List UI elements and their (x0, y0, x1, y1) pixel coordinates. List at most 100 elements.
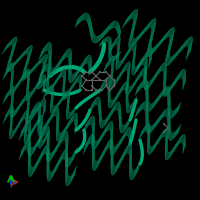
Polygon shape (66, 155, 68, 164)
Circle shape (95, 89, 97, 91)
Polygon shape (28, 145, 30, 154)
Polygon shape (126, 87, 129, 95)
Polygon shape (131, 171, 134, 180)
Polygon shape (37, 102, 40, 111)
Polygon shape (112, 166, 115, 175)
Polygon shape (125, 82, 127, 90)
Polygon shape (48, 116, 51, 124)
Polygon shape (34, 84, 37, 92)
Polygon shape (58, 133, 60, 141)
Polygon shape (168, 41, 172, 51)
Polygon shape (149, 48, 152, 57)
Polygon shape (41, 99, 44, 106)
Polygon shape (11, 66, 14, 73)
Polygon shape (12, 39, 17, 47)
Polygon shape (166, 47, 171, 57)
Polygon shape (147, 47, 151, 56)
Polygon shape (141, 129, 143, 137)
Polygon shape (165, 56, 170, 65)
Polygon shape (135, 110, 137, 118)
Polygon shape (180, 42, 185, 51)
Polygon shape (148, 131, 150, 139)
Polygon shape (69, 67, 71, 76)
Polygon shape (149, 104, 151, 111)
Polygon shape (168, 101, 170, 109)
Polygon shape (35, 83, 38, 90)
Polygon shape (126, 103, 128, 111)
Polygon shape (51, 112, 53, 120)
Polygon shape (143, 56, 146, 64)
Polygon shape (141, 68, 144, 76)
Polygon shape (119, 115, 121, 123)
Polygon shape (39, 139, 41, 147)
Polygon shape (119, 87, 121, 95)
Polygon shape (46, 78, 49, 85)
Polygon shape (133, 11, 138, 20)
Polygon shape (35, 60, 40, 68)
Polygon shape (108, 37, 110, 42)
Polygon shape (164, 87, 166, 94)
Polygon shape (132, 42, 135, 50)
Polygon shape (29, 66, 35, 75)
Polygon shape (50, 152, 52, 161)
Polygon shape (74, 78, 77, 86)
Polygon shape (82, 14, 84, 21)
Polygon shape (130, 39, 135, 48)
Polygon shape (126, 99, 128, 107)
Polygon shape (133, 36, 138, 46)
Polygon shape (74, 114, 77, 122)
Polygon shape (11, 87, 14, 94)
Polygon shape (169, 151, 171, 158)
Polygon shape (24, 61, 29, 70)
Polygon shape (177, 139, 179, 147)
Polygon shape (116, 59, 119, 67)
Polygon shape (28, 92, 31, 99)
Polygon shape (126, 85, 129, 94)
Polygon shape (110, 76, 113, 84)
Polygon shape (75, 70, 78, 79)
Polygon shape (148, 47, 151, 55)
Polygon shape (167, 90, 170, 98)
Polygon shape (145, 50, 148, 58)
Polygon shape (144, 81, 147, 89)
Polygon shape (183, 75, 186, 84)
Polygon shape (92, 123, 95, 132)
Polygon shape (11, 90, 14, 98)
Polygon shape (40, 68, 44, 77)
Polygon shape (104, 37, 107, 42)
Polygon shape (25, 120, 28, 129)
Polygon shape (99, 155, 101, 165)
Polygon shape (49, 62, 51, 70)
Polygon shape (165, 109, 168, 116)
Polygon shape (128, 143, 130, 152)
Polygon shape (110, 56, 113, 61)
Polygon shape (146, 122, 149, 129)
Polygon shape (92, 140, 95, 148)
Polygon shape (70, 110, 73, 117)
Polygon shape (127, 64, 130, 72)
Polygon shape (89, 60, 91, 68)
Polygon shape (145, 105, 148, 113)
Polygon shape (98, 156, 101, 166)
Polygon shape (88, 55, 90, 63)
Polygon shape (126, 62, 129, 70)
Polygon shape (108, 24, 110, 31)
Polygon shape (42, 54, 47, 62)
Polygon shape (104, 64, 107, 72)
Polygon shape (148, 126, 150, 133)
Polygon shape (173, 109, 176, 117)
Polygon shape (66, 91, 69, 97)
Polygon shape (69, 73, 72, 81)
Polygon shape (143, 80, 145, 87)
Polygon shape (108, 99, 111, 106)
Polygon shape (58, 73, 61, 80)
Polygon shape (28, 132, 31, 141)
Polygon shape (26, 55, 31, 63)
Polygon shape (9, 106, 12, 114)
Polygon shape (9, 130, 12, 138)
Polygon shape (63, 92, 66, 99)
Polygon shape (153, 100, 155, 108)
Polygon shape (105, 78, 107, 85)
Polygon shape (121, 126, 123, 133)
Polygon shape (100, 40, 103, 46)
